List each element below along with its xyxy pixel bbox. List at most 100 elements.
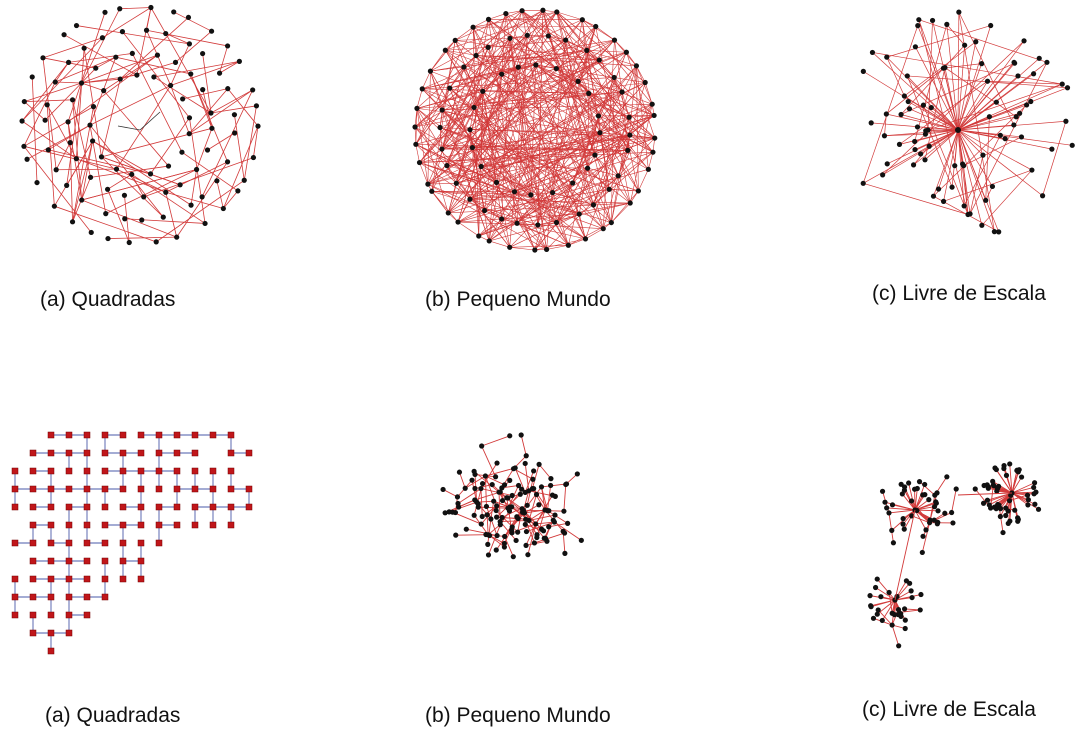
node — [878, 594, 884, 600]
node — [515, 529, 521, 535]
edge — [416, 108, 586, 240]
edge — [469, 77, 615, 200]
node — [906, 480, 912, 486]
node — [83, 539, 91, 547]
node — [523, 542, 529, 548]
edge — [530, 65, 637, 196]
node — [11, 485, 19, 493]
node — [101, 503, 109, 511]
edge — [524, 504, 540, 514]
node — [926, 497, 932, 503]
node — [119, 575, 127, 583]
node — [1003, 472, 1010, 478]
node — [563, 481, 570, 487]
node — [65, 575, 73, 583]
node — [986, 114, 992, 120]
node — [137, 503, 145, 511]
edge — [522, 486, 542, 513]
node — [870, 615, 877, 621]
edge — [131, 53, 183, 153]
node — [83, 449, 91, 457]
node — [485, 541, 491, 547]
node — [507, 35, 513, 41]
edge — [449, 87, 553, 193]
node — [940, 198, 947, 204]
edge — [987, 80, 1063, 85]
node — [137, 485, 145, 493]
edge — [419, 38, 511, 163]
edge — [537, 40, 566, 226]
edge — [568, 238, 586, 246]
edge — [608, 175, 619, 190]
node — [191, 449, 199, 457]
node — [493, 507, 499, 514]
edge — [586, 50, 629, 151]
edge — [67, 121, 83, 201]
node — [493, 179, 500, 186]
node — [575, 78, 581, 84]
edge — [957, 129, 984, 156]
edge — [481, 82, 646, 167]
edge — [427, 182, 457, 185]
edge — [598, 77, 615, 117]
edge — [556, 11, 612, 223]
edge — [556, 11, 646, 83]
edge — [485, 475, 505, 486]
edge — [481, 134, 630, 167]
node — [29, 521, 37, 529]
edge — [469, 35, 528, 200]
node — [984, 497, 991, 503]
node — [996, 229, 1002, 235]
edge — [441, 109, 471, 130]
edge — [202, 89, 213, 129]
node — [984, 78, 991, 84]
node — [891, 612, 898, 618]
node — [427, 68, 434, 74]
node — [886, 510, 892, 516]
edge — [488, 19, 557, 69]
node — [155, 521, 163, 529]
node — [151, 74, 157, 80]
edge — [478, 506, 508, 509]
node — [525, 552, 531, 558]
node — [1006, 498, 1013, 504]
node — [522, 460, 528, 467]
edge — [946, 24, 965, 46]
edge — [480, 166, 547, 250]
edge — [572, 168, 588, 184]
edge — [216, 180, 224, 209]
node — [509, 504, 515, 510]
node — [929, 17, 936, 24]
node — [501, 544, 508, 550]
node — [64, 182, 70, 188]
node — [592, 152, 598, 158]
edge — [535, 521, 555, 525]
node — [910, 162, 917, 168]
edge — [472, 147, 628, 151]
edge — [473, 91, 484, 108]
node — [137, 557, 145, 565]
edge — [556, 11, 583, 21]
node — [11, 503, 19, 511]
edge — [427, 183, 569, 246]
edge — [537, 222, 557, 226]
node — [1031, 491, 1037, 497]
node — [1024, 102, 1030, 108]
edge — [89, 85, 171, 126]
node — [626, 114, 632, 120]
edge — [81, 67, 97, 84]
node — [551, 519, 557, 525]
edge — [202, 53, 212, 114]
node — [45, 147, 51, 153]
edge — [63, 34, 138, 76]
edge — [481, 445, 496, 477]
node — [635, 188, 641, 194]
node — [11, 467, 19, 475]
node — [869, 49, 876, 56]
edge — [556, 50, 587, 69]
edge — [547, 485, 552, 511]
edge — [449, 64, 536, 89]
node — [884, 161, 890, 167]
edge — [150, 117, 190, 175]
node — [552, 493, 558, 499]
